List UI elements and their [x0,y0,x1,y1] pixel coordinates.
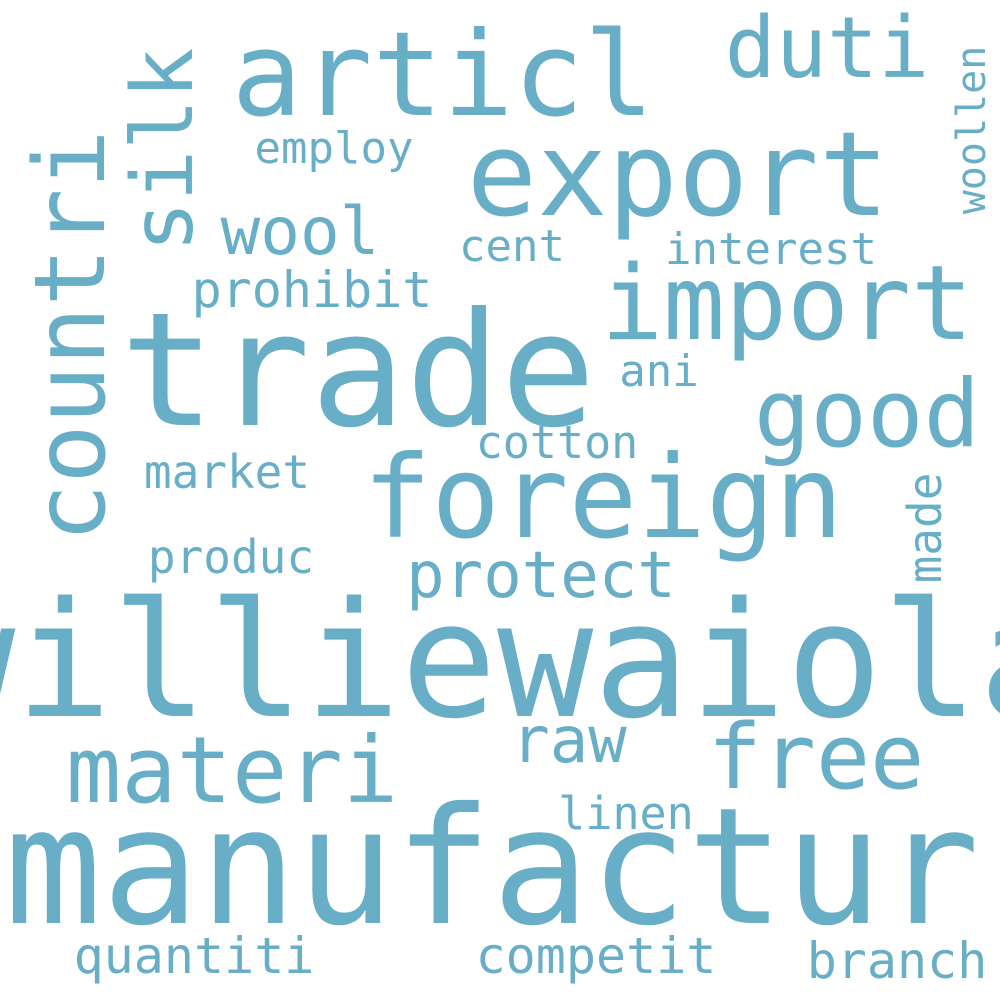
word-manufactur: manufactur [4,774,979,962]
word-quantiti: quantiti [74,927,315,985]
word-cotton: cotton [476,416,639,469]
word-countri: countri [14,129,128,542]
word-ani: ani [619,346,698,397]
word-interest: interest [665,224,877,275]
word-wool: wool [221,193,380,270]
word-williewaiola: williewaiola [0,567,1000,754]
word-woollen: woollen [949,46,995,215]
word-import: import [601,244,973,364]
word-employ: employ [255,123,414,174]
word-articl: articl [232,6,655,143]
word-raw: raw [511,704,627,778]
word-materi: materi [66,717,398,824]
word-good: good [754,360,980,469]
word-foreign: foreign [363,431,843,564]
word-produc: produc [148,530,314,584]
word-prohibit: prohibit [192,261,433,319]
word-branch: branch [807,932,988,990]
word-silk: silk [114,48,213,253]
word-made: made [898,473,952,584]
word-linen: linen [558,787,693,840]
word-duti: duti [725,0,930,98]
word-protect: protect [406,539,676,613]
word-export: export [467,106,890,243]
word-trade: trade [120,279,596,463]
word-market: market [144,445,310,499]
word-competit: competit [476,927,717,985]
word-free: free [708,705,925,810]
word-cent: cent [459,221,565,272]
